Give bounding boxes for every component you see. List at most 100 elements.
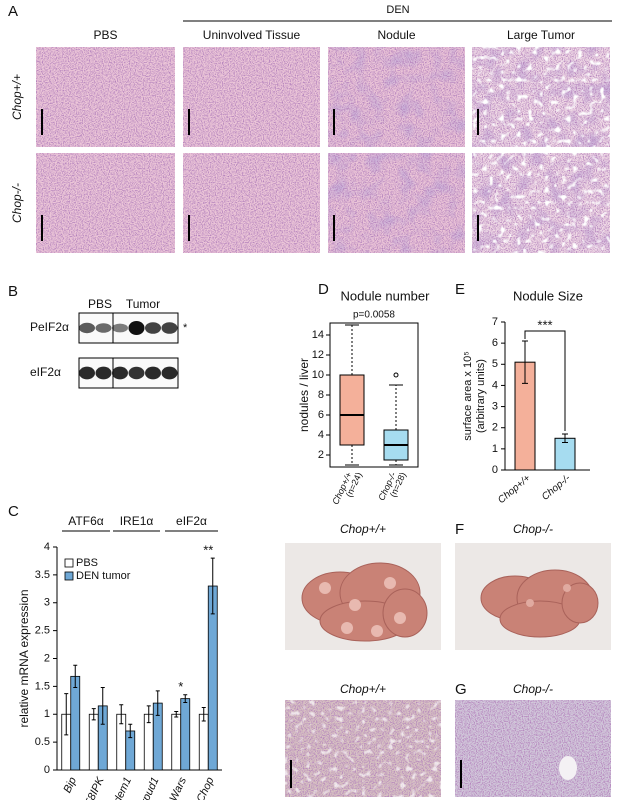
- tumor-nodule: [394, 612, 406, 624]
- blot-band: [161, 366, 178, 380]
- tissue-vacuoles: [472, 47, 610, 147]
- tissue-image: [472, 47, 610, 147]
- x-tick-label: p58IPK: [80, 775, 107, 800]
- bar: [180, 698, 191, 771]
- x-tick-label: Wars: [167, 775, 189, 800]
- y-axis-label: relative mRNA expression: [17, 589, 31, 727]
- y-tick-label: 3: [492, 400, 498, 412]
- tissue-image: [183, 47, 320, 147]
- photo-label: Chop-/-: [513, 522, 553, 536]
- band-marker: *: [183, 322, 188, 334]
- row-label: Chop+/+: [10, 74, 24, 120]
- error-bar: [201, 707, 206, 722]
- tumor-nodule: [371, 625, 383, 637]
- panel-label: G: [455, 681, 467, 698]
- image-label: Chop-/-: [513, 682, 553, 696]
- liver-photo: [285, 543, 441, 650]
- significance-bracket: [524, 330, 566, 432]
- tumor-nodule: [384, 577, 396, 589]
- outlier: [393, 372, 399, 378]
- blot-label: eIF2α: [30, 365, 61, 379]
- row-label: Chop-/-: [10, 183, 24, 223]
- y-tick-label: 1: [44, 708, 50, 720]
- y-tick-label: 6: [318, 409, 324, 421]
- box: [339, 374, 365, 446]
- error-bar: [174, 710, 179, 718]
- blot-label: PeIF2α: [30, 320, 69, 334]
- y-axis-label: (arbitrary units): [475, 359, 487, 433]
- y-axis-label: nodules / liver: [297, 358, 311, 432]
- y-tick-label: 12: [312, 349, 324, 361]
- x-tick-label: Bip: [62, 775, 80, 794]
- legend-swatch: [64, 558, 74, 568]
- error-bar: [155, 690, 160, 716]
- y-tick-label: 2: [44, 652, 50, 664]
- tissue-image: [183, 153, 320, 253]
- bar: [554, 437, 576, 471]
- chart-title: Nodule number: [341, 288, 431, 303]
- error-bar: [119, 704, 124, 725]
- error-bar: [146, 705, 151, 724]
- bar: [198, 713, 209, 771]
- tissue-image: [472, 153, 610, 253]
- tissue-image: [328, 153, 465, 253]
- tissue-image: [36, 153, 175, 253]
- y-tick-label: 4: [318, 429, 324, 441]
- y-tick-label: 7: [492, 316, 498, 328]
- ihc-vacuoles: [285, 700, 441, 797]
- blot-band: [112, 366, 128, 380]
- x-tick-label: Chop+/+: [496, 473, 533, 506]
- column-header: PBS: [93, 28, 117, 42]
- pathway-label: IRE1α: [120, 514, 154, 528]
- blot-band: [161, 322, 178, 334]
- error-bar: [562, 433, 568, 444]
- photo-label: Chop+/+: [340, 522, 386, 536]
- column-header: Nodule: [377, 28, 415, 42]
- panel-label: B: [8, 283, 18, 300]
- y-tick-label: 3.5: [35, 569, 50, 581]
- y-tick-label: 6: [492, 337, 498, 349]
- column-header: Large Tumor: [507, 28, 575, 42]
- x-tick-label: Edem1: [108, 775, 134, 800]
- chart-title: Nodule Size: [513, 288, 583, 303]
- tumor-nodule: [319, 582, 331, 594]
- pathway-label: eIF2α: [176, 514, 207, 528]
- significance: *: [178, 679, 183, 694]
- tissue-cells: [328, 47, 465, 147]
- pathway-label: ATF6α: [68, 514, 103, 528]
- y-tick-label: 10: [312, 369, 324, 381]
- ihc-cells: [455, 700, 611, 797]
- y-tick-label: 0: [44, 764, 50, 776]
- y-tick-label: 1.5: [35, 680, 50, 692]
- y-tick-label: 14: [312, 329, 324, 341]
- blot-band: [95, 323, 112, 333]
- blot-band: [95, 366, 112, 380]
- lane-label: PBS: [88, 297, 112, 311]
- tumor-nodule: [341, 622, 353, 634]
- liver-lobe: [561, 582, 599, 624]
- column-header: Uninvolved Tissue: [203, 28, 301, 42]
- group-header: DEN: [386, 4, 409, 16]
- x-tick-label: Herpud1: [133, 775, 162, 800]
- x-tick-label: Chop-/-: [540, 472, 573, 502]
- p-value: p=0.0058: [353, 310, 395, 321]
- tumor-nodule: [563, 584, 571, 592]
- liver-lobe: [382, 588, 428, 638]
- blot-band: [128, 366, 145, 380]
- significance: **: [203, 543, 213, 558]
- blot-band: [112, 323, 128, 333]
- error-bar: [73, 664, 78, 688]
- legend-label: PBS: [76, 557, 98, 569]
- tissue-cells: [36, 47, 175, 147]
- blot-band: [145, 366, 161, 380]
- vessel: [559, 756, 577, 780]
- tumor-nodule: [526, 599, 534, 607]
- error-bar: [64, 693, 69, 736]
- y-tick-label: 2: [318, 449, 324, 461]
- image-label: Chop+/+: [340, 682, 386, 696]
- y-tick-label: 8: [318, 389, 324, 401]
- lane-label: Tumor: [126, 297, 160, 311]
- tissue-vacuoles: [472, 153, 610, 253]
- liver-photo: [455, 543, 611, 650]
